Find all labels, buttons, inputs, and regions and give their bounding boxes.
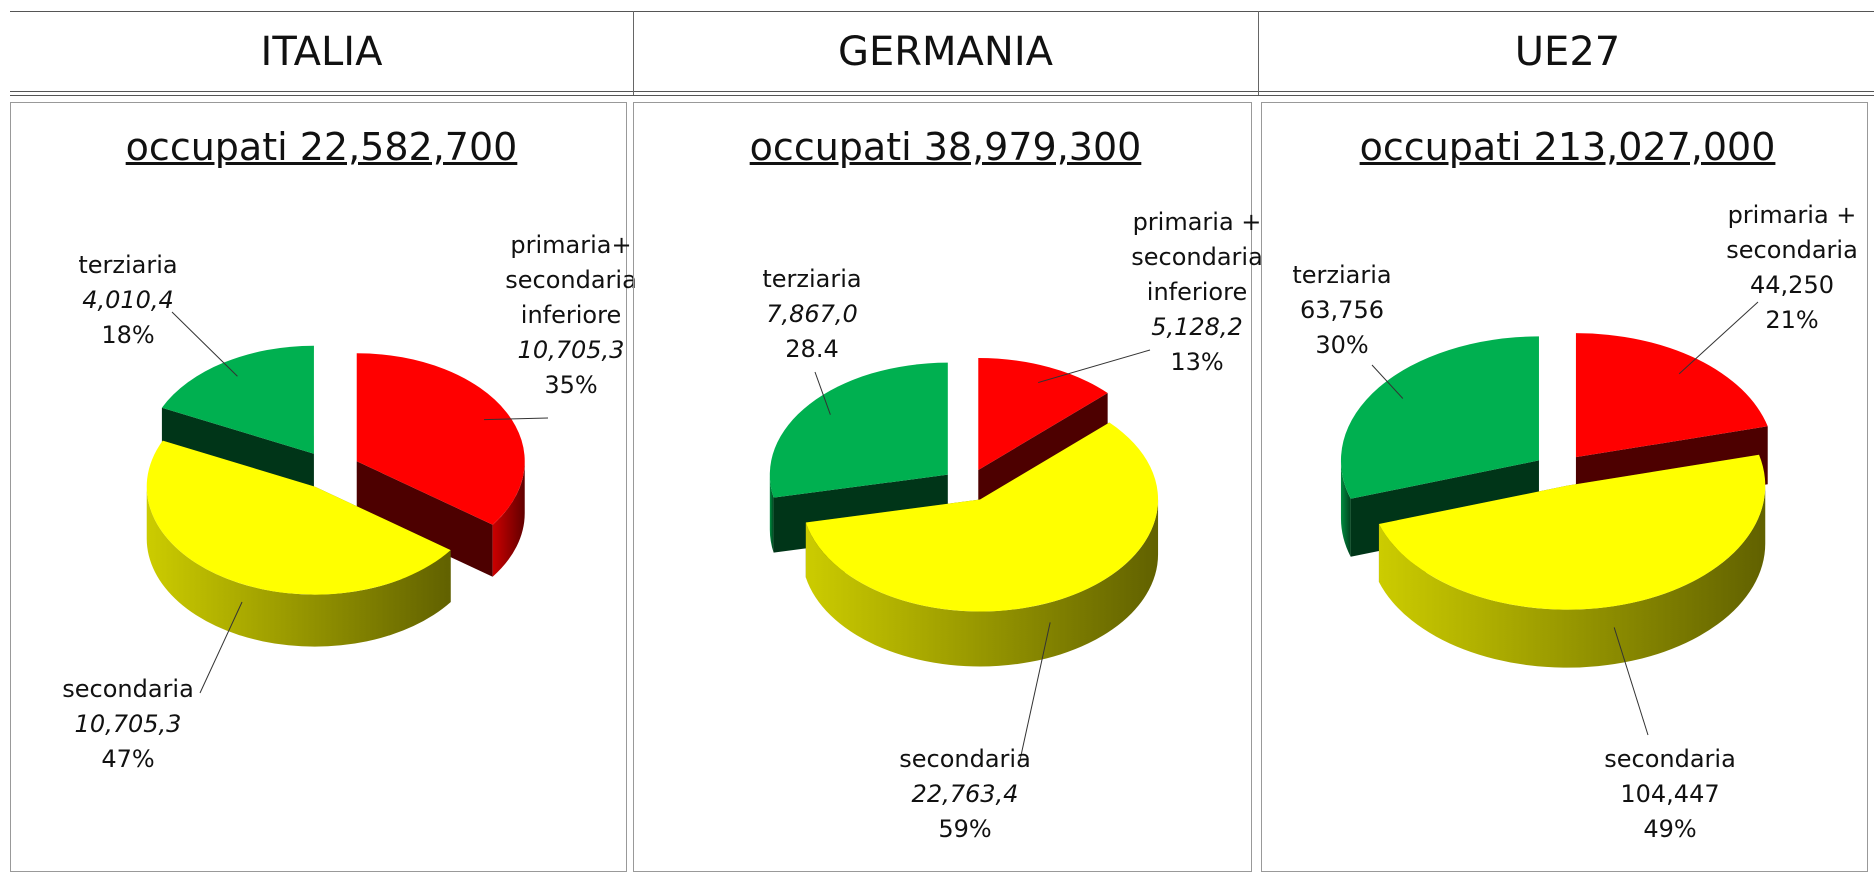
category: secondaria	[899, 745, 1031, 773]
percent: 49%	[1643, 815, 1697, 843]
slice-label: secondaria 104,447 49%	[1604, 742, 1736, 847]
leader-line	[1371, 364, 1404, 399]
leader-line	[199, 601, 243, 694]
slice-label: primaria+ secondaria inferiore 10,705,3 35…	[505, 228, 637, 403]
amount: 63,756	[1300, 296, 1384, 324]
percent: 21%	[1765, 306, 1819, 334]
percent: 35%	[544, 371, 598, 399]
slice-label: secondaria 10,705,3 47%	[62, 672, 194, 777]
slice	[805, 422, 1159, 612]
amount: 4,010,4	[82, 286, 174, 314]
slice-side	[146, 486, 451, 647]
amount: 7,867,0	[766, 300, 858, 328]
slice-side	[1378, 485, 1766, 668]
percent: 30%	[1315, 331, 1369, 359]
amount: 22,763,4	[911, 780, 1019, 808]
amount: 5,128,2	[1151, 313, 1243, 341]
category: terziaria	[78, 251, 178, 279]
slice-wall	[356, 461, 493, 577]
rule	[10, 11, 1874, 12]
divider	[1258, 11, 1259, 95]
leader-line	[1019, 622, 1051, 761]
category: secondaria	[62, 675, 194, 703]
percent: 13%	[1170, 348, 1224, 376]
percent: 18%	[101, 321, 155, 349]
amount: 10,705,3	[517, 336, 625, 364]
leader-line	[1613, 627, 1649, 736]
slice-side	[492, 461, 525, 577]
column-title: GERMANIA	[837, 29, 1054, 75]
category: secondaria	[1604, 745, 1736, 773]
slice	[1378, 454, 1766, 610]
column-title: UE27	[1514, 29, 1621, 75]
slice-label: terziaria 4,010,4 18%	[78, 248, 177, 353]
leader-line	[171, 311, 238, 377]
column-title: ITALIA	[260, 29, 383, 75]
divider	[633, 11, 634, 95]
amount: 10,705,3	[74, 710, 182, 738]
slice-label: primaria + secondaria inferiore 5,128,2 13…	[1131, 205, 1263, 380]
leader-line	[814, 371, 831, 415]
slice-label: secondaria 22,763,4 59%	[899, 742, 1031, 847]
subtitle: occupati 38,979,300	[749, 125, 1142, 169]
slice-label: primaria + secondaria 44,250 21%	[1726, 198, 1858, 338]
amount: 44,250	[1750, 271, 1834, 299]
rule	[10, 91, 1874, 92]
rule	[10, 95, 1874, 96]
percent: 59%	[938, 815, 992, 843]
leader-line	[1038, 349, 1151, 384]
slice-side	[769, 474, 774, 553]
category: primaria + secondaria	[1726, 201, 1858, 264]
slice-side	[1340, 460, 1351, 557]
category: primaria+ secondaria inferiore	[505, 231, 637, 329]
slice	[146, 440, 451, 595]
percent: 28.4	[785, 335, 839, 363]
slice-side	[805, 499, 1159, 667]
category: terziaria	[1292, 261, 1392, 289]
leader-line	[483, 417, 549, 421]
subtitle: occupati 213,027,000	[1359, 125, 1776, 169]
slice	[1340, 336, 1539, 499]
category: terziaria	[762, 265, 862, 293]
subtitle: occupati 22,582,700	[125, 125, 518, 169]
slice	[769, 362, 948, 498]
slice-label: terziaria 7,867,0 28.4	[762, 262, 861, 367]
slice	[978, 357, 1108, 470]
amount: 104,447	[1620, 780, 1720, 808]
slice-label: terziaria 63,756 30%	[1292, 258, 1391, 363]
slice	[1575, 333, 1768, 458]
leader-line	[1678, 301, 1759, 375]
percent: 47%	[101, 745, 155, 773]
slice	[356, 353, 525, 525]
category: primaria + secondaria inferiore	[1131, 208, 1263, 306]
slice	[161, 345, 314, 454]
